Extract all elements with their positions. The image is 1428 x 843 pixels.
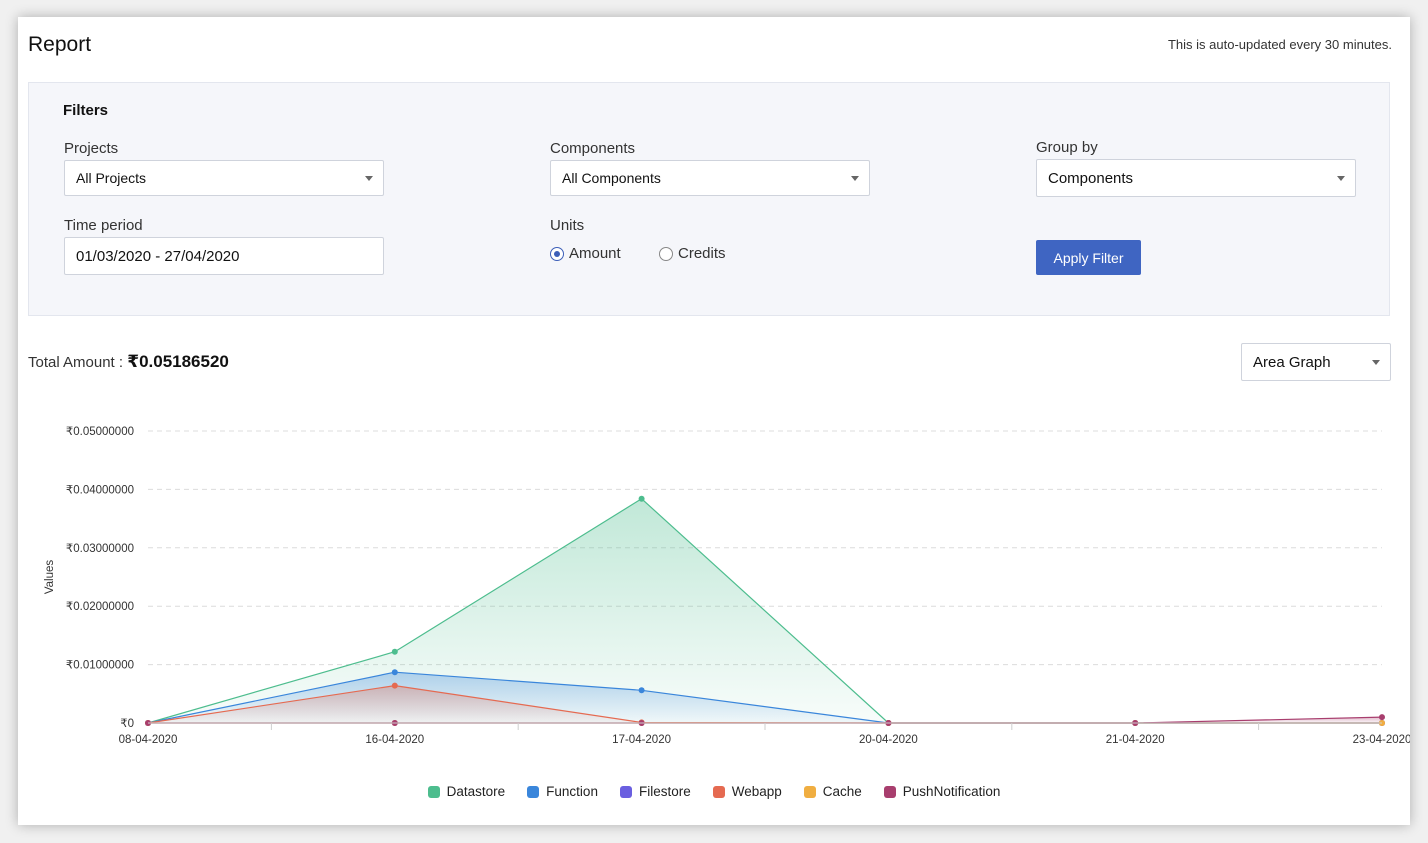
filters-panel: Filters Projects All Projects Components… xyxy=(28,82,1390,316)
legend-swatch xyxy=(803,785,816,798)
projects-select-value: All Projects xyxy=(76,170,147,186)
legend-item-filestore[interactable]: Filestore xyxy=(619,784,691,799)
legend-swatch xyxy=(619,785,632,798)
y-tick-label: ₹0.02000000 xyxy=(66,601,134,613)
data-point-datastore[interactable] xyxy=(391,648,398,655)
x-tick-label: 20-04-2020 xyxy=(859,734,918,746)
area-chart: ₹0 ₹0.01000000 ₹0.02000000 ₹0.03000000 ₹0.04… xyxy=(44,426,1410,746)
graph-type-value: Area Graph xyxy=(1253,353,1331,371)
legend-item-datastore[interactable]: Datastore xyxy=(427,784,506,799)
auto-update-note: This is auto-updated every 30 minutes. xyxy=(1167,37,1392,52)
units-radio-amount-label: Amount xyxy=(569,245,621,262)
y-tick-label: ₹0.04000000 xyxy=(66,484,134,496)
units-radio-amount[interactable]: Amount xyxy=(550,245,621,262)
data-point-webapp[interactable] xyxy=(391,682,398,689)
legend-label: Datastore xyxy=(446,784,506,799)
data-point-function[interactable] xyxy=(391,669,398,676)
y-tick-label: ₹0 xyxy=(120,718,134,730)
legend-swatch xyxy=(527,785,540,798)
components-select-value: All Components xyxy=(562,170,661,186)
time-period-value: 01/03/2020 - 27/04/2020 xyxy=(76,247,240,265)
data-point-pushnotification[interactable] xyxy=(1379,714,1385,721)
legend-swatch xyxy=(427,785,440,798)
y-tick-label: ₹0.03000000 xyxy=(66,543,134,555)
time-period-field[interactable]: 01/03/2020 - 27/04/2020 xyxy=(64,237,384,275)
chevron-down-icon xyxy=(365,176,373,181)
legend-item-cache[interactable]: Cache xyxy=(803,784,862,799)
x-tick-label: 17-04-2020 xyxy=(612,734,671,746)
total-amount-label: Total Amount : xyxy=(28,354,128,371)
report-window: Report This is auto-updated every 30 min… xyxy=(18,17,1410,825)
x-tick-label: 21-04-2020 xyxy=(1106,734,1165,746)
x-tick-label: 16-04-2020 xyxy=(365,734,424,746)
legend-label: Filestore xyxy=(638,784,691,799)
x-tick-label: 23-04-2020 xyxy=(1353,734,1410,746)
time-period-label: Time period xyxy=(64,217,143,234)
graph-type-select[interactable]: Area Graph xyxy=(1241,343,1391,381)
chevron-down-icon xyxy=(851,176,859,181)
y-axis-title: Values xyxy=(44,560,56,595)
apply-filter-button[interactable]: Apply Filter xyxy=(1036,240,1141,275)
legend-swatch xyxy=(883,785,896,798)
radio-unselected-icon xyxy=(659,246,673,261)
data-point-datastore[interactable] xyxy=(638,495,645,502)
projects-label: Projects xyxy=(64,140,119,157)
group-by-select-value: Components xyxy=(1048,169,1134,187)
legend-label: Webapp xyxy=(731,784,782,799)
units-label: Units xyxy=(550,217,585,234)
components-label: Components xyxy=(550,140,636,157)
units-radio-credits-label: Credits xyxy=(678,245,726,262)
radio-selected-icon xyxy=(550,246,564,261)
legend-item-webapp[interactable]: Webapp xyxy=(712,784,782,799)
chevron-down-icon xyxy=(1372,360,1380,365)
filters-heading: Filters xyxy=(63,102,109,119)
page-title: Report xyxy=(28,33,92,56)
y-tick-label: ₹0.01000000 xyxy=(66,660,134,672)
y-tick-label: ₹0.05000000 xyxy=(66,426,134,438)
total-amount-value: ₹0.05186520 xyxy=(127,352,229,371)
chevron-down-icon xyxy=(1337,176,1345,181)
legend-item-function[interactable]: Function xyxy=(527,784,598,799)
group-by-label: Group by xyxy=(1036,139,1098,156)
legend-label: Cache xyxy=(822,784,862,799)
legend-item-pushnotification[interactable]: PushNotification xyxy=(883,784,1001,799)
units-radio-credits[interactable]: Credits xyxy=(659,245,726,262)
components-select[interactable]: All Components xyxy=(550,160,870,196)
legend-label: Function xyxy=(546,784,598,799)
legend-swatch xyxy=(712,785,725,798)
group-by-select[interactable]: Components xyxy=(1036,159,1356,197)
projects-select[interactable]: All Projects xyxy=(64,160,384,196)
data-point-function[interactable] xyxy=(638,687,645,694)
x-tick-label: 08-04-2020 xyxy=(119,734,178,746)
chart-legend: Datastore Function Filestore Webapp Cache Pus… xyxy=(18,784,1410,799)
legend-label: PushNotification xyxy=(902,784,1001,799)
total-amount: Total Amount : ₹0.05186520 xyxy=(28,352,229,372)
